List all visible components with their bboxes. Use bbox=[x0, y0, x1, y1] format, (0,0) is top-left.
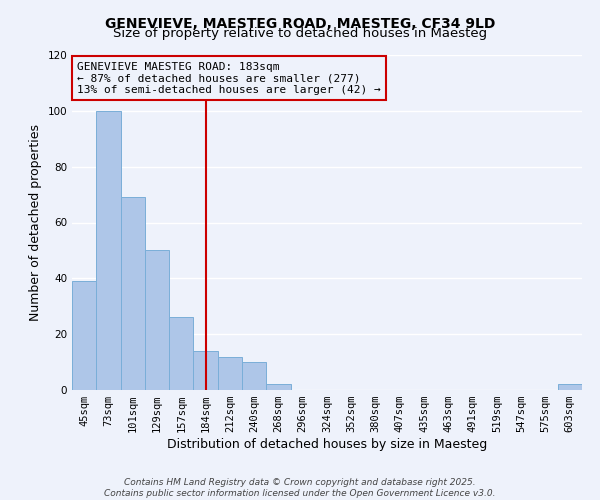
X-axis label: Distribution of detached houses by size in Maesteg: Distribution of detached houses by size … bbox=[167, 438, 487, 451]
Bar bbox=[96, 111, 121, 390]
Bar bbox=[193, 351, 218, 390]
Bar bbox=[121, 198, 145, 390]
Bar bbox=[242, 362, 266, 390]
Text: GENEVIEVE MAESTEG ROAD: 183sqm
← 87% of detached houses are smaller (277)
13% of: GENEVIEVE MAESTEG ROAD: 183sqm ← 87% of … bbox=[77, 62, 381, 95]
Bar bbox=[72, 281, 96, 390]
Bar bbox=[218, 356, 242, 390]
Bar bbox=[145, 250, 169, 390]
Y-axis label: Number of detached properties: Number of detached properties bbox=[29, 124, 42, 321]
Text: Contains HM Land Registry data © Crown copyright and database right 2025.
Contai: Contains HM Land Registry data © Crown c… bbox=[104, 478, 496, 498]
Text: Size of property relative to detached houses in Maesteg: Size of property relative to detached ho… bbox=[113, 28, 487, 40]
Bar bbox=[558, 384, 582, 390]
Bar bbox=[169, 318, 193, 390]
Bar bbox=[266, 384, 290, 390]
Text: GENEVIEVE, MAESTEG ROAD, MAESTEG, CF34 9LD: GENEVIEVE, MAESTEG ROAD, MAESTEG, CF34 9… bbox=[105, 18, 495, 32]
